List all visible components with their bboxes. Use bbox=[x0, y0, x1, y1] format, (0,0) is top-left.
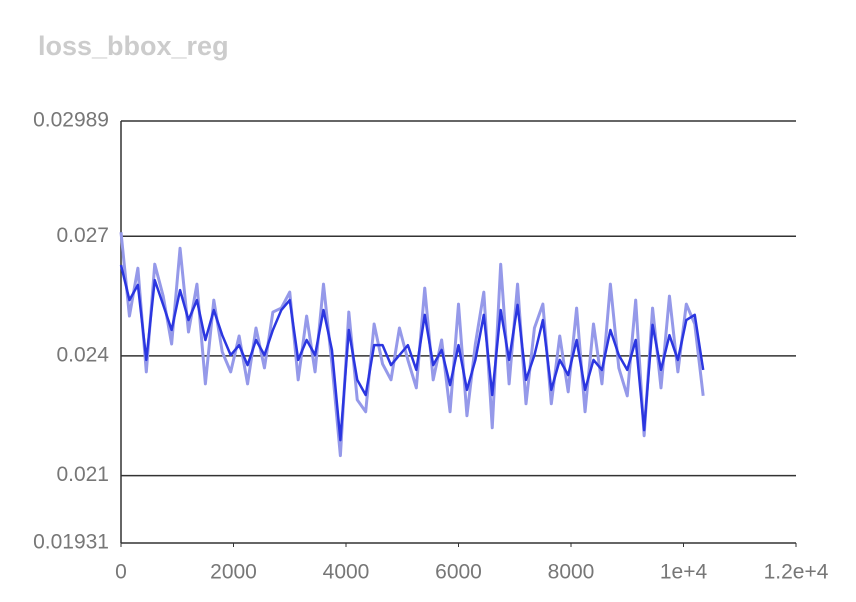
series-line bbox=[119, 264, 705, 442]
y-tick-label: 0.02989 bbox=[33, 109, 109, 132]
x-tick-label: 4000 bbox=[323, 561, 370, 584]
y-tick-label: 0.027 bbox=[56, 224, 109, 247]
x-tick-label: 0 bbox=[115, 561, 127, 584]
x-tick-label: 6000 bbox=[435, 561, 482, 584]
y-tick-label: 0.021 bbox=[56, 463, 109, 486]
x-tick-label: 1e+4 bbox=[660, 561, 708, 584]
y-tick-label: 0.024 bbox=[56, 343, 109, 366]
x-tick-label: 1.2e+4 bbox=[764, 561, 829, 584]
chart-title: loss_bbox_reg bbox=[38, 31, 229, 61]
x-tick-label: 2000 bbox=[210, 561, 257, 584]
x-tick-label: 8000 bbox=[548, 561, 595, 584]
y-tick-label: 0.01931 bbox=[33, 531, 109, 554]
